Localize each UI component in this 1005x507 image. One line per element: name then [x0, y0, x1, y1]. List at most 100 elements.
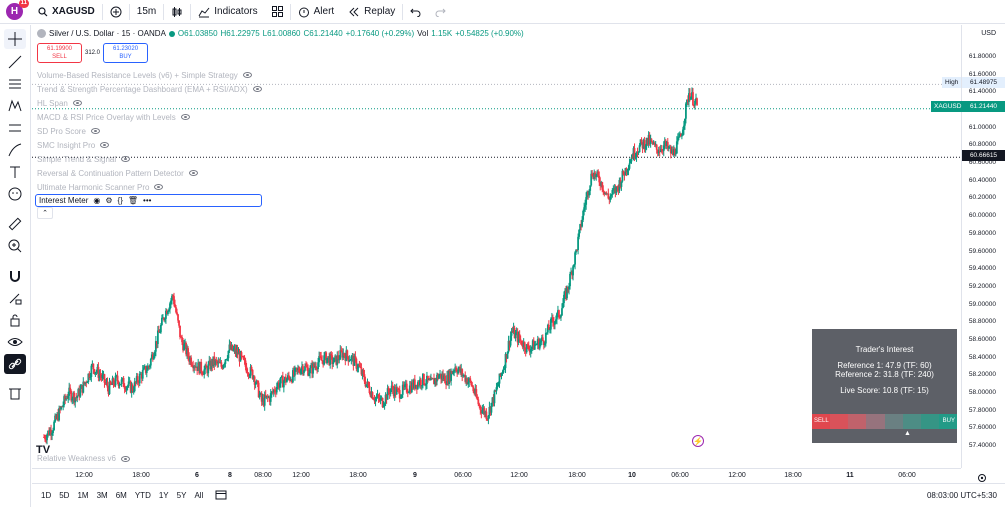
candle-body: [570, 272, 572, 274]
date-range-button[interactable]: [215, 489, 227, 502]
more-icon[interactable]: •••: [143, 196, 152, 205]
stay-drawing-tool[interactable]: [4, 288, 26, 308]
indicator-item[interactable]: Simple Trend & Signal: [37, 152, 262, 166]
indicator-label: Reversal & Continuation Pattern Detector: [37, 168, 184, 178]
candle-body: [605, 192, 608, 195]
price-tick: 57.40000: [968, 442, 996, 449]
settings-icon[interactable]: [977, 470, 989, 482]
undo-button[interactable]: [403, 0, 428, 24]
candle-body: [538, 342, 541, 349]
eye-icon[interactable]: ◉: [93, 196, 101, 205]
text-tool[interactable]: [4, 162, 26, 182]
currency-label[interactable]: USD: [981, 30, 996, 37]
source-code-icon[interactable]: {}: [117, 196, 123, 205]
magnet-tool[interactable]: [4, 266, 26, 286]
lightning-icon[interactable]: ⚡: [692, 435, 704, 447]
candle-body: [531, 340, 534, 347]
tradingview-logo-icon[interactable]: TV: [36, 444, 51, 456]
separator: [128, 3, 130, 20]
indicator-item[interactable]: SD Pro Score: [37, 124, 262, 138]
candle-body: [265, 395, 268, 398]
collapse-legend-button[interactable]: ⌃: [37, 207, 53, 219]
eye-icon[interactable]: [121, 455, 130, 462]
indicator-item[interactable]: Volume-Based Resistance Levels (v6) + Si…: [37, 68, 262, 82]
indicator-label: HL Span: [37, 98, 68, 108]
trash-icon[interactable]: 🗑: [127, 196, 139, 205]
brush-tool[interactable]: [4, 140, 26, 160]
price-chart[interactable]: [32, 25, 961, 468]
range-button-1d[interactable]: 1D: [41, 491, 52, 500]
eye-icon[interactable]: [188, 170, 198, 176]
candle-body: [175, 307, 177, 313]
candle-body: [338, 359, 341, 361]
candle-body: [632, 148, 635, 159]
forecast-tool[interactable]: [4, 118, 26, 138]
settings-icon[interactable]: ⚙: [105, 196, 113, 205]
layouts-button[interactable]: [265, 0, 290, 24]
range-button-5y[interactable]: 5Y: [176, 491, 187, 500]
lock-tool[interactable]: [4, 310, 26, 330]
compare-button[interactable]: [103, 0, 129, 24]
delete-tool[interactable]: [4, 383, 26, 403]
symbol-search-button[interactable]: XAGUSD: [31, 0, 102, 24]
indicator-item[interactable]: Reversal & Continuation Pattern Detector: [37, 166, 262, 180]
interval-button[interactable]: 15m: [136, 6, 157, 17]
candle-body: [189, 357, 192, 362]
buy-button[interactable]: 61.23020 BUY: [103, 43, 149, 63]
indicator-item-active[interactable]: Interest Meter ◉ ⚙ {} 🗑 •••: [35, 194, 262, 207]
sell-button[interactable]: 61.19900 SELL: [37, 43, 82, 63]
eye-icon[interactable]: [72, 100, 82, 106]
link-tool[interactable]: [4, 354, 26, 374]
indicator-item[interactable]: Trend & Strength Percentage Dashboard (E…: [37, 82, 262, 96]
eye-icon[interactable]: [121, 156, 131, 162]
indicator-item[interactable]: Ultimate Harmonic Scanner Pro: [37, 180, 262, 194]
eye-icon[interactable]: [154, 184, 164, 190]
candle-body: [626, 169, 629, 173]
eye-icon[interactable]: [100, 142, 110, 148]
range-button-6m[interactable]: 6M: [115, 491, 127, 500]
time-axis[interactable]: 12:00 18:00 6 8 08:00 12:00 18:00 9 06:00 12:00 18…: [32, 468, 961, 482]
trend-line-tool[interactable]: [4, 52, 26, 72]
eye-icon[interactable]: [90, 128, 100, 134]
candle-body: [496, 386, 499, 388]
chart-pane[interactable]: Silver / U.S. Dollar · 15 · OANDA O61.03…: [32, 25, 1005, 507]
range-button-1m[interactable]: 1M: [77, 491, 89, 500]
fib-tool[interactable]: [4, 74, 26, 94]
candle-body: [88, 373, 91, 378]
range-button-1y[interactable]: 1Y: [158, 491, 169, 500]
pattern-tool[interactable]: [4, 96, 26, 116]
range-button-5d[interactable]: 5D: [59, 491, 70, 500]
range-button-all[interactable]: All: [194, 491, 204, 500]
range-button-3m[interactable]: 3M: [96, 491, 108, 500]
candle-body: [595, 174, 598, 178]
top-toolbar: H 11 XAGUSD 15m Indicators Alert Replay: [0, 0, 1005, 24]
time-tick: 18:00: [568, 472, 586, 479]
chart-type-button[interactable]: [164, 0, 190, 24]
candle-body: [667, 147, 670, 149]
range-button-ytd[interactable]: YTD: [134, 491, 151, 500]
price-axis[interactable]: USD 61.8000061.6000061.4000061.2000061.0…: [961, 25, 1005, 468]
bottom-indicator[interactable]: Relative Weakness v6: [37, 454, 130, 463]
indicators-button[interactable]: Indicators: [191, 0, 264, 24]
candle-body: [472, 386, 475, 392]
emoji-tool[interactable]: [4, 184, 26, 204]
indicator-item[interactable]: SMC Insight Pro: [37, 138, 262, 152]
indicator-item[interactable]: MACD & RSI Price Overlay with Levels: [37, 110, 262, 124]
eye-icon[interactable]: [242, 72, 252, 78]
crosshair-tool[interactable]: [4, 29, 26, 49]
clock-timezone[interactable]: 08:03:00 UTC+5:30: [926, 491, 997, 500]
candle-body: [660, 149, 663, 151]
zoom-tool[interactable]: [4, 236, 26, 256]
replay-button[interactable]: Replay: [341, 0, 402, 24]
indicator-item[interactable]: HL Span: [37, 96, 262, 110]
bottom-toolbar: 1D 5D 1M 3M 6M YTD 1Y 5Y All 08:03:00 UTC+5:30: [32, 483, 1005, 507]
candle-body: [456, 370, 459, 374]
user-avatar[interactable]: H 11: [6, 0, 29, 20]
measure-tool[interactable]: [4, 214, 26, 234]
redo-button[interactable]: [428, 0, 453, 24]
eye-icon[interactable]: [180, 114, 190, 120]
candle-body: [606, 193, 609, 195]
hide-tool[interactable]: [4, 332, 26, 352]
eye-icon[interactable]: [252, 86, 262, 92]
alert-button[interactable]: Alert: [291, 0, 342, 24]
